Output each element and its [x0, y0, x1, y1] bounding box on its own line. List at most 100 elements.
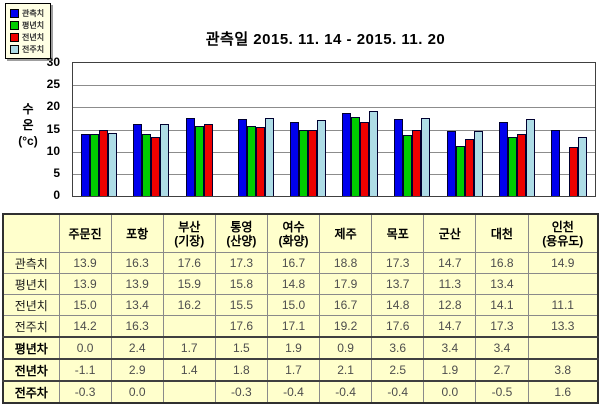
bar-prev-week-4: [264, 117, 274, 196]
table-cell: 14.2: [58, 315, 112, 338]
plot-area: [72, 62, 596, 197]
bar-prev-year-6: [360, 121, 370, 196]
column-header: 통영 (산양): [214, 213, 268, 253]
table-cell: 14.9: [527, 252, 599, 274]
table-cell: 2.1: [319, 358, 373, 382]
y-tick-label: 25: [46, 77, 60, 92]
table-cell: [162, 315, 216, 338]
bar-prev-year-5: [307, 129, 317, 196]
table-cell: 2.7: [475, 358, 529, 382]
bar-observed-1: [81, 134, 91, 196]
table-cell: [527, 273, 599, 295]
table-cell: 17.3: [214, 252, 268, 274]
row-header: 전년치: [2, 294, 60, 316]
row-header: 전주차: [2, 380, 60, 404]
bar-prev-year-7: [412, 130, 422, 196]
y-axis-ticks: 30 25 20 15 10 5 0: [34, 55, 66, 202]
legend-swatch-observed-icon: [10, 8, 19, 18]
table-cell: 17.9: [319, 273, 373, 295]
bar-prev-year-2: [151, 136, 161, 196]
bar-group-9: [491, 63, 543, 196]
bar-normal-year-3: [194, 125, 204, 196]
table-cell: 11.1: [527, 294, 599, 316]
gridline: [73, 129, 595, 131]
y-axis-label-line: 수: [22, 102, 34, 116]
bar-prev-week-2: [160, 123, 170, 196]
column-header: 주문진: [58, 213, 112, 253]
table-cell: 17.6: [162, 252, 216, 274]
y-tick-label: 10: [46, 143, 60, 158]
table-cell: 0.0: [58, 336, 112, 360]
table-cell: 13.7: [371, 273, 425, 295]
table-cell: 15.5: [214, 294, 268, 316]
table-cell: -0.3: [214, 380, 268, 404]
column-header: 부산 (기장): [162, 213, 216, 253]
table-cell: 1.5: [214, 336, 268, 360]
table-row: 전년치 15.0 13.4 16.2 15.5 15.0 16.7 14.8 12.8 14.1 1…: [2, 294, 599, 316]
table-cell: 1.7: [162, 336, 216, 360]
y-tick-label: 20: [46, 99, 60, 114]
table-cell: 18.8: [319, 252, 373, 274]
column-header: 군산: [423, 213, 477, 253]
y-tick-label: 15: [46, 121, 60, 136]
table-cell: 11.3: [423, 273, 477, 295]
chart-title: 관측일 2015. 11. 14 - 2015. 11. 20: [205, 31, 446, 48]
bar-group-3: [177, 63, 229, 196]
table-cell: 2.9: [110, 358, 164, 382]
legend-item-observed: 관측치: [10, 7, 44, 19]
table-cell: 2.5: [371, 358, 425, 382]
chart-legend: 관측치 평년치 전년치 전주치: [5, 3, 52, 59]
table-cell: 13.9: [58, 252, 112, 274]
y-axis-label-line: 온: [22, 118, 34, 132]
table-cell: 15.8: [214, 273, 268, 295]
table-cell: 3.6: [371, 336, 425, 360]
row-header: 관측치: [2, 252, 60, 274]
column-header: 목포: [371, 213, 425, 253]
column-header: 대천: [475, 213, 529, 253]
bar-normal-year-9: [507, 136, 517, 196]
bar-group-1: [73, 63, 125, 196]
table-cell: 16.2: [162, 294, 216, 316]
legend-item-prev-year: 전년치: [10, 31, 44, 43]
table-cell: 13.4: [475, 273, 529, 295]
bar-group-7: [386, 63, 438, 196]
y-axis-label-line: (°c): [18, 134, 38, 148]
legend-swatch-prev-week-icon: [10, 44, 19, 54]
table-cell: 0.9: [319, 336, 373, 360]
table-row: 평년치 13.9 13.9 15.9 15.8 14.8 17.9 13.7 11.3 13.4: [2, 273, 599, 295]
table-cell: 17.3: [475, 315, 529, 338]
bar-observed-8: [446, 130, 456, 196]
bar-observed-5: [289, 121, 299, 196]
bar-normal-year-5: [298, 130, 308, 196]
table-cell: 15.0: [58, 294, 112, 316]
bar-observed-6: [342, 112, 352, 196]
bar-prev-year-9: [516, 133, 526, 196]
gridline: [73, 151, 595, 153]
legend-label: 전년치: [22, 32, 45, 42]
legend-swatch-normal-year-icon: [10, 20, 19, 30]
column-header: 인천 (용유도): [527, 213, 599, 253]
bar-group-5: [282, 63, 334, 196]
bar-normal-year-7: [403, 135, 413, 196]
table-cell: 12.8: [423, 294, 477, 316]
table-cell: 17.1: [266, 315, 321, 338]
table-cell: 1.9: [423, 358, 477, 382]
bar-normal-year-2: [142, 134, 152, 196]
table-cell: 1.9: [266, 336, 321, 360]
bar-prev-year-1: [99, 129, 109, 196]
bar-prev-week-5: [316, 120, 326, 196]
table-cell: 15.9: [162, 273, 216, 295]
table-cell: 1.8: [214, 358, 268, 382]
table-cell: 13.4: [110, 294, 164, 316]
table-cell: 17.6: [214, 315, 268, 338]
table-cell: 13.3: [527, 315, 599, 338]
table-cell: 16.3: [110, 252, 164, 274]
table-cell: [527, 336, 599, 360]
table-cell: 16.3: [110, 315, 164, 338]
table-cell: 17.3: [371, 252, 425, 274]
gridline: [73, 173, 595, 175]
column-header: 포항: [110, 213, 164, 253]
table-cell: 0.0: [423, 380, 477, 404]
column-header: 여수 (화양): [266, 213, 321, 253]
bar-observed-7: [394, 119, 404, 196]
